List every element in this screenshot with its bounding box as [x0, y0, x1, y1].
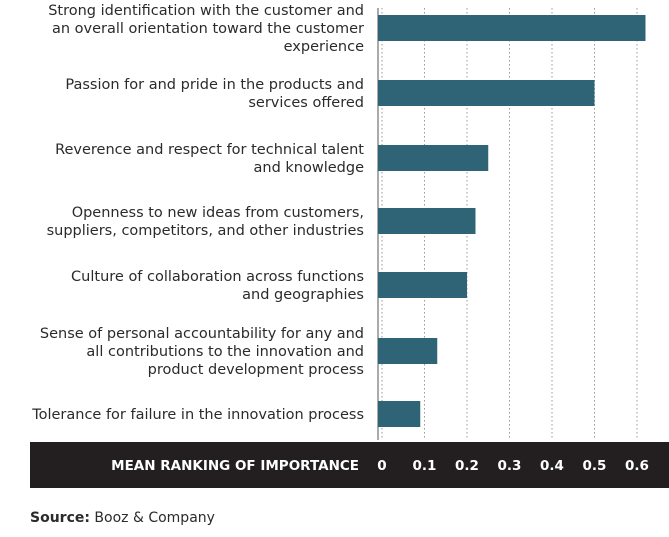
category-label-1-0: Passion for and pride in the products an… [65, 77, 364, 93]
category-label-5-1: all contributions to the innovation and [86, 344, 364, 360]
source-note: Source: Booz & Company [30, 510, 215, 526]
x-tick-label-1: 0.1 [413, 458, 437, 474]
category-label-2-0: Reverence and respect for technical tale… [55, 142, 364, 158]
category-label-0-1: an overall orientation toward the custom… [52, 21, 364, 37]
x-tick-label-5: 0.5 [583, 458, 607, 474]
x-tick-label-4: 0.4 [540, 458, 564, 474]
bar-6 [378, 401, 421, 427]
category-label-3-1: suppliers, competitors, and other indust… [47, 223, 364, 239]
source-label: Source: [30, 510, 90, 526]
category-label-5-0: Sense of personal accountability for any… [40, 326, 364, 342]
category-label-0-2: experience [284, 39, 364, 55]
category-label-2-1: and knowledge [254, 160, 365, 176]
x-tick-label-0: 0 [377, 458, 386, 474]
bar-0 [378, 15, 646, 41]
bar-4 [378, 272, 467, 298]
axis-band [30, 442, 669, 488]
x-axis-title: MEAN RANKING OF IMPORTANCE [111, 458, 359, 474]
bar-2 [378, 145, 489, 171]
category-label-1-1: services offered [248, 95, 364, 111]
category-label-4-1: and geographies [242, 287, 364, 303]
x-tick-label-6: 0.6 [625, 458, 649, 474]
category-label-4-0: Culture of collaboration across function… [71, 269, 364, 285]
category-label-6-0: Tolerance for failure in the innovation … [31, 407, 364, 423]
source-text: Booz & Company [94, 510, 215, 526]
bar-1 [378, 80, 595, 106]
bar-5 [378, 338, 438, 364]
x-tick-label-3: 0.3 [498, 458, 522, 474]
category-label-5-2: product development process [148, 362, 364, 378]
x-tick-label-2: 0.2 [455, 458, 479, 474]
category-label-0-0: Strong identification with the customer … [48, 3, 364, 19]
bar-3 [378, 208, 476, 234]
category-label-3-0: Openness to new ideas from customers, [72, 205, 364, 221]
